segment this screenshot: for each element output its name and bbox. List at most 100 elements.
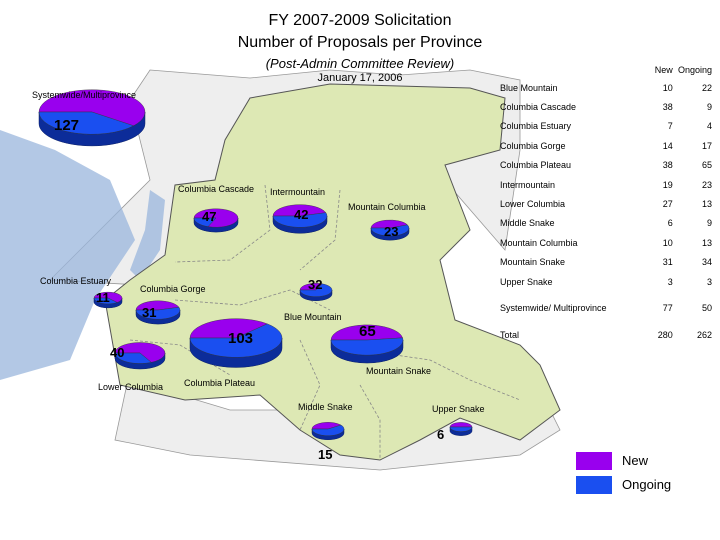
pie-columbia-cascade bbox=[193, 208, 239, 233]
row-province-name: Columbia Gorge bbox=[500, 140, 566, 151]
pie-slice-new-intermountain bbox=[272, 204, 327, 217]
row-province-name: Mountain Snake bbox=[500, 257, 566, 268]
pie-total-lower-columbia: 40 bbox=[110, 345, 124, 360]
pie-slice-new-mountain-snake bbox=[330, 324, 403, 341]
pie-mountain-columbia bbox=[370, 219, 410, 241]
table-row: Columbia Estuary 7 4 bbox=[500, 117, 712, 136]
pie-total-columbia-plateau: 103 bbox=[228, 330, 253, 347]
row-new-count: 27 bbox=[662, 199, 673, 210]
pie-total-columbia-estuary: 11 bbox=[96, 290, 110, 305]
province-label-upper-snake: Upper Snake bbox=[432, 404, 485, 414]
pie-columbia-gorge bbox=[135, 300, 181, 325]
column-header-new: New bbox=[654, 65, 673, 75]
row-new-count: 19 bbox=[662, 179, 673, 190]
chart-title: FY 2007-2009 Solicitation bbox=[268, 12, 452, 29]
row-province-name: Systemwide/ Multiprovince bbox=[500, 303, 607, 314]
pie-slice-new-columbia-plateau bbox=[189, 318, 268, 339]
pie-slice-ongoing-intermountain bbox=[272, 212, 328, 228]
province-label-columbia-estuary: Columbia Estuary bbox=[40, 276, 112, 286]
row-new-count: 6 bbox=[667, 218, 673, 229]
pie-systemwide-multiprovince bbox=[38, 89, 146, 147]
row-total-name: Total bbox=[500, 329, 520, 340]
table-row: Blue Mountain 10 22 bbox=[500, 78, 712, 97]
row-province-name: Mountain Columbia bbox=[500, 237, 578, 248]
row-province-name: Columbia Plateau bbox=[500, 160, 572, 171]
row-new-count: 77 bbox=[662, 303, 673, 314]
row-new-count: 3 bbox=[667, 276, 673, 287]
legend-swatch-new bbox=[576, 452, 612, 470]
pie-slice-ongoing-columbia-plateau bbox=[189, 323, 283, 358]
row-ongoing-count: 34 bbox=[701, 257, 712, 268]
chart-subtitle: Number of Proposals per Province bbox=[237, 34, 483, 51]
pie-intermountain bbox=[272, 204, 328, 234]
table-row: Upper Snake 3 3 bbox=[500, 272, 712, 291]
pie-total-blue-mountain: 32 bbox=[308, 277, 322, 292]
row-new-count: 14 bbox=[662, 140, 673, 151]
pie-slice-new-upper-snake bbox=[449, 422, 473, 428]
table-row: Middle Snake 6 9 bbox=[500, 214, 712, 233]
row-new-count: 38 bbox=[662, 102, 673, 113]
row-ongoing-count: 65 bbox=[701, 160, 712, 171]
row-province-name: Blue Mountain bbox=[500, 82, 558, 93]
pie-total-systemwide-multiprovince: 127 bbox=[54, 117, 79, 134]
row-ongoing-count: 13 bbox=[701, 237, 712, 248]
proposal-table: New Ongoing Blue Mountain 10 22 Columbia Ca… bbox=[500, 62, 712, 345]
province-label-mountain-snake: Mountain Snake bbox=[366, 366, 432, 376]
pie-total-columbia-cascade: 47 bbox=[202, 209, 216, 224]
pie-middle-snake bbox=[311, 422, 345, 440]
table-row: Lower Columbia 27 13 bbox=[500, 194, 712, 213]
pie-slice-ongoing-columbia-cascade bbox=[193, 217, 217, 227]
pie-total-upper-snake: 6 bbox=[437, 427, 444, 442]
pie-slice-new-middle-snake bbox=[311, 422, 342, 430]
table-row-total: Total 280 262 bbox=[500, 325, 712, 344]
pie-upper-snake bbox=[449, 422, 473, 436]
pie-total-columbia-gorge: 31 bbox=[142, 305, 156, 320]
row-ongoing-count: 17 bbox=[701, 140, 712, 151]
pie-slice-ongoing-upper-snake bbox=[449, 426, 473, 432]
row-province-name: Lower Columbia bbox=[500, 199, 566, 210]
pie-mountain-snake bbox=[330, 324, 404, 364]
review-note: (Post-Admin Committee Review) bbox=[265, 56, 455, 71]
province-label-lower-columbia: Lower Columbia bbox=[98, 382, 164, 392]
row-ongoing-count: 9 bbox=[706, 218, 712, 229]
pie-slice-ongoing-systemwide-multiprovince bbox=[38, 111, 135, 135]
pie-columbia-plateau bbox=[189, 318, 283, 368]
pie-slice-ongoing-lower-columbia bbox=[114, 352, 152, 364]
province-label-columbia-plateau: Columbia Plateau bbox=[184, 378, 256, 388]
row-ongoing-count: 13 bbox=[701, 199, 712, 210]
legend-label-new: New bbox=[622, 453, 649, 468]
pie-columbia-estuary bbox=[93, 291, 123, 309]
pie-slice-ongoing-columbia-gorge bbox=[135, 307, 181, 320]
pie-total-intermountain: 42 bbox=[294, 207, 308, 222]
row-total-new: 280 bbox=[657, 329, 673, 340]
table-header-row: New Ongoing bbox=[500, 62, 712, 78]
pie-slice-ongoing-middle-snake bbox=[311, 424, 345, 436]
row-province-name: Columbia Cascade bbox=[500, 102, 577, 113]
row-ongoing-count: 50 bbox=[701, 303, 712, 314]
row-ongoing-count: 4 bbox=[706, 121, 712, 132]
pie-slice-ongoing-mountain-snake bbox=[330, 337, 404, 356]
pie-layer: 32 47 11 31 103 42 40 15 23 65 6 127 bbox=[38, 89, 473, 462]
row-ongoing-count: 9 bbox=[706, 102, 712, 113]
pie-lower-columbia bbox=[114, 342, 166, 370]
row-new-count: 10 bbox=[662, 237, 673, 248]
row-new-count: 31 bbox=[662, 257, 673, 268]
province-label-systemwide-multiprovince: Systemwide/Multiprovince bbox=[32, 90, 137, 100]
pie-slice-new-columbia-gorge bbox=[135, 300, 180, 311]
row-province-name: Intermountain bbox=[500, 179, 556, 190]
pie-total-middle-snake: 15 bbox=[318, 447, 332, 462]
pie-slice-ongoing-mountain-columbia bbox=[370, 224, 410, 237]
pie-slice-new-lower-columbia bbox=[114, 342, 166, 363]
table-row: Systemwide/ Multiprovince 77 50 bbox=[500, 291, 712, 325]
water-body bbox=[0, 130, 135, 380]
pie-slice-new-mountain-columbia bbox=[370, 219, 408, 229]
pie-slice-ongoing-blue-mountain bbox=[299, 283, 333, 297]
table-row: Columbia Cascade 38 9 bbox=[500, 97, 712, 116]
pie-slice-ongoing-columbia-estuary bbox=[93, 297, 118, 305]
chart-date: January 17, 2006 bbox=[317, 72, 403, 84]
column-header-ongoing: Ongoing bbox=[677, 65, 712, 75]
pie-slice-new-columbia-estuary bbox=[93, 291, 123, 303]
table-row: Mountain Columbia 10 13 bbox=[500, 233, 712, 252]
